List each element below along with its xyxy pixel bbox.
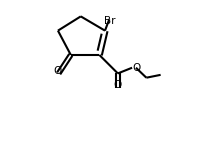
Text: O: O	[114, 80, 122, 90]
Text: O: O	[133, 63, 141, 73]
Text: Br: Br	[104, 16, 115, 26]
Text: O: O	[53, 66, 61, 76]
